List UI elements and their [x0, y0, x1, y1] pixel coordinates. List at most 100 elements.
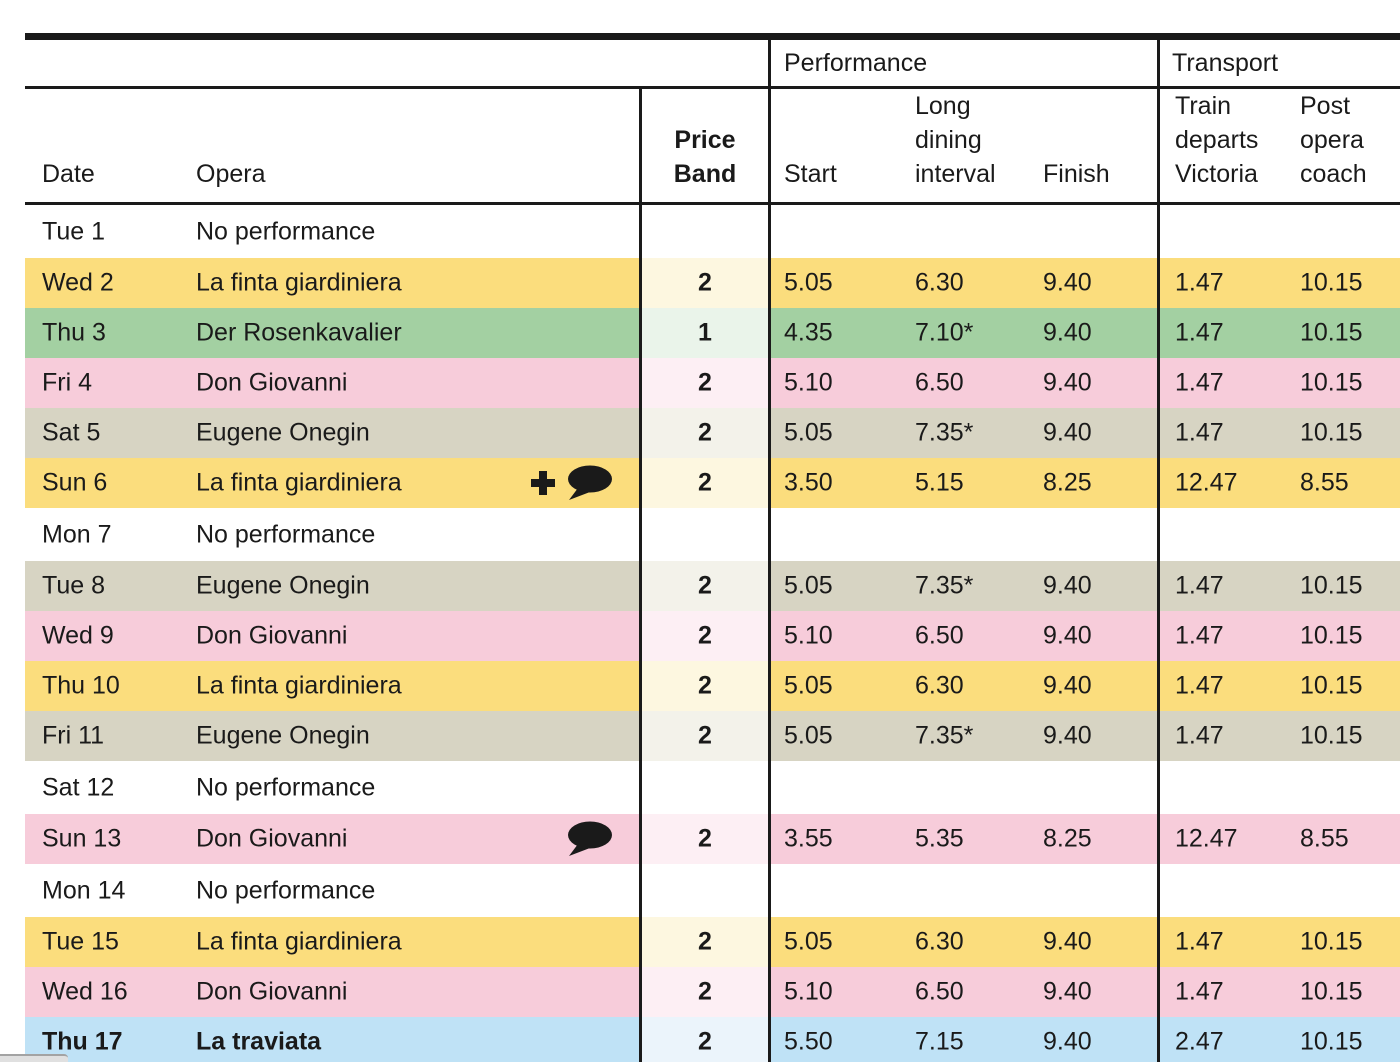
row-icons [525, 265, 613, 301]
row-finish-time: 9.40 [1043, 571, 1092, 600]
schedule-row: Wed 16 Don Giovanni 2 5.10 6.50 9.40 1.4… [0, 967, 1400, 1017]
price-band-cell [639, 1017, 771, 1062]
schedule-row: Tue 15 La finta giardiniera 2 5.05 6.30 … [0, 917, 1400, 967]
performance-cell [771, 661, 1157, 711]
transport-cell [1160, 814, 1400, 864]
performance-cell [771, 508, 1157, 561]
price-band-cell [639, 967, 771, 1017]
performance-cell [771, 458, 1157, 508]
row-post-opera-coach: 10.15 [1300, 418, 1363, 447]
row-opera: Don Giovanni [196, 621, 348, 650]
train-column-header: Train departs Victoria [1175, 92, 1259, 188]
row-opera: La traviata [196, 1027, 322, 1056]
row-train-departs: 12.47 [1175, 468, 1238, 497]
row-icons [525, 214, 613, 250]
row-opera: Eugene Onegin [196, 418, 370, 447]
row-icons [525, 568, 613, 604]
row-start-time: 5.05 [784, 418, 833, 447]
transport-cell [1160, 611, 1400, 661]
row-finish-time: 9.40 [1043, 721, 1092, 750]
table-top-rule [25, 33, 1400, 40]
opera-column-header: Opera [196, 160, 266, 188]
performance-cell [771, 917, 1157, 967]
row-opera: No performance [196, 217, 376, 245]
date-opera-cell [25, 711, 639, 761]
price-band-cell [639, 917, 771, 967]
transport-cell [1160, 761, 1400, 814]
price-band-cell [639, 258, 771, 308]
price-band-cell [639, 458, 771, 508]
row-opera: La finta giardiniera [196, 468, 402, 497]
row-icons [525, 465, 613, 501]
row-date: Thu 17 [42, 1027, 123, 1056]
row-price-band: 2 [698, 977, 712, 1006]
row-post-opera-coach: 10.15 [1300, 368, 1363, 397]
interval-column-header: Long dining interval [915, 92, 996, 188]
row-train-departs: 1.47 [1175, 318, 1224, 347]
horizontal-scrollbar[interactable] [0, 1054, 68, 1062]
row-icons [525, 770, 613, 806]
row-train-departs: 1.47 [1175, 418, 1224, 447]
row-post-opera-coach: 8.55 [1300, 468, 1349, 497]
transport-cell [1160, 258, 1400, 308]
price-band-cell [639, 711, 771, 761]
transport-cell [1160, 967, 1400, 1017]
performance-cell [771, 967, 1157, 1017]
date-opera-cell [25, 611, 639, 661]
schedule-row: Sun 6 La finta giardiniera 2 3.50 5.15 8… [0, 458, 1400, 508]
row-finish-time: 9.40 [1043, 621, 1092, 650]
schedule-row: Thu 17 La traviata 2 5.50 7.15 9.40 2.47… [0, 1017, 1400, 1062]
transport-cell [1160, 864, 1400, 917]
speech-bubble-icon [568, 821, 612, 856]
speech-bubble-icon [568, 465, 612, 500]
row-post-opera-coach: 8.55 [1300, 824, 1349, 853]
header-bottom-line [25, 202, 1400, 205]
row-price-band: 2 [698, 418, 712, 447]
row-opera: Don Giovanni [196, 368, 348, 397]
row-price-band: 2 [698, 268, 712, 297]
row-icons [525, 315, 613, 351]
row-finish-time: 8.25 [1043, 824, 1092, 853]
row-dining-interval: 5.35 [915, 824, 964, 853]
performance-cell [771, 308, 1157, 358]
transport-cell [1160, 917, 1400, 967]
transport-cell [1160, 508, 1400, 561]
transport-cell [1160, 1017, 1400, 1062]
row-opera: Der Rosenkavalier [196, 318, 402, 347]
transport-cell [1160, 205, 1400, 258]
row-date: Fri 4 [42, 368, 92, 397]
transport-cell [1160, 711, 1400, 761]
row-post-opera-coach: 10.15 [1300, 571, 1363, 600]
date-opera-cell [25, 917, 639, 967]
performance-cell [771, 864, 1157, 917]
row-opera: No performance [196, 876, 376, 904]
column-header-row: Date Opera Price Band Start Long dining … [0, 89, 1400, 202]
row-dining-interval: 7.10* [915, 318, 974, 347]
date-opera-cell [25, 561, 639, 611]
row-train-departs: 1.47 [1175, 977, 1224, 1006]
row-price-band: 2 [698, 671, 712, 700]
row-start-time: 5.50 [784, 1027, 833, 1056]
schedule-row: Tue 8 Eugene Onegin 2 5.05 7.35* 9.40 1.… [0, 561, 1400, 611]
row-post-opera-coach: 10.15 [1300, 977, 1363, 1006]
row-price-band: 2 [698, 1027, 712, 1056]
price-band-cell [639, 358, 771, 408]
price-band-cell [639, 561, 771, 611]
price-band-cell [639, 814, 771, 864]
performance-cell [771, 205, 1157, 258]
transport-group-header: Transport [1172, 48, 1279, 77]
row-opera: La finta giardiniera [196, 671, 402, 700]
row-start-time: 5.05 [784, 268, 833, 297]
row-opera: La finta giardiniera [196, 268, 402, 297]
transport-cell [1160, 561, 1400, 611]
row-opera: Don Giovanni [196, 824, 348, 853]
performance-cell [771, 408, 1157, 458]
row-opera: Eugene Onegin [196, 721, 370, 750]
row-train-departs: 1.47 [1175, 721, 1224, 750]
row-start-time: 3.55 [784, 824, 833, 853]
transport-cell [1160, 408, 1400, 458]
row-price-band: 2 [698, 824, 712, 853]
row-opera: No performance [196, 773, 376, 801]
price-band-cell [639, 408, 771, 458]
row-start-time: 5.05 [784, 927, 833, 956]
